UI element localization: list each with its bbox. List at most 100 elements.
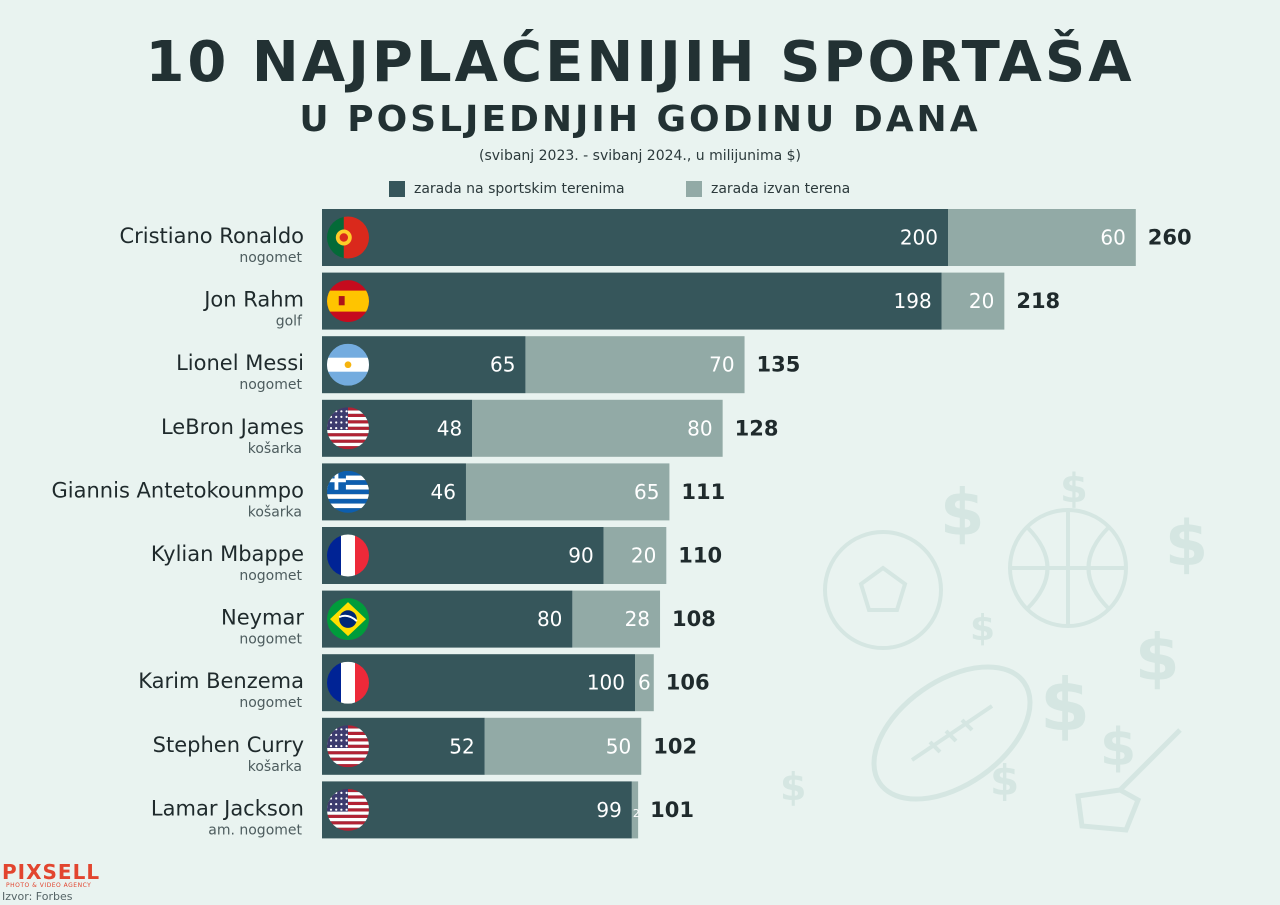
total-label: 111	[681, 480, 725, 504]
pixsell-logo: PIXSELL	[2, 860, 101, 884]
bar-on-field	[322, 209, 948, 266]
svg-text:$: $	[1135, 622, 1180, 696]
total-label: 101	[650, 798, 694, 822]
pixsell-logo-tagline: PHOTO & VIDEO AGENCY	[6, 882, 92, 889]
value-label-off-field: 80	[687, 416, 712, 440]
legend-item-on-field: zarada na sportskim terenima	[389, 181, 625, 197]
flag-usa-icon	[327, 788, 369, 831]
legend-item-off-field: zarada izvan terena	[686, 181, 850, 197]
total-label: 106	[666, 671, 710, 695]
svg-text:$: $	[1040, 663, 1090, 747]
value-label-off-field: 28	[625, 607, 650, 631]
flag-greece-icon	[327, 470, 369, 513]
legend-swatch-on-field	[389, 181, 405, 197]
value-label-off-field: 60	[1100, 226, 1125, 250]
value-label-on-field: 46	[431, 480, 456, 504]
value-label-on-field: 90	[568, 544, 593, 568]
flag-usa-icon	[327, 407, 369, 450]
svg-text:$: $	[1060, 466, 1088, 512]
source-note: Izvor: Forbes	[2, 890, 73, 903]
athlete-name: Neymar	[221, 606, 304, 630]
bar-row: 100 6 106 Karim Benzema nogomet	[138, 654, 710, 712]
athlete-sport: nogomet	[239, 377, 302, 393]
bar-row: 46 65 111 Giannis Antetokounmpo košarka	[52, 463, 725, 521]
value-label-off-field: 65	[634, 480, 659, 504]
flag-usa-icon	[327, 725, 369, 768]
bar-on-field	[322, 272, 942, 330]
total-label: 102	[653, 734, 697, 758]
value-label-on-field: 52	[449, 734, 474, 758]
bar-row: 99 2 101 Lamar Jackson am. nogomet	[151, 781, 694, 839]
flag-france-icon	[327, 534, 369, 577]
bar-row: 52 50 102 Stephen Curry košarka	[153, 717, 697, 775]
value-label-off-field: 6	[638, 671, 651, 695]
svg-text:$: $	[1100, 718, 1136, 778]
flag-france-icon	[327, 661, 369, 704]
value-label-on-field: 65	[490, 353, 515, 377]
value-label-on-field: 100	[587, 671, 625, 695]
svg-text:$: $	[970, 608, 995, 649]
flag-portugal-icon	[327, 216, 369, 259]
total-label: 135	[757, 353, 801, 377]
legend-label-on-field: zarada na sportskim terenima	[414, 181, 625, 197]
svg-text:$: $	[990, 756, 1019, 805]
value-label-off-field: 50	[606, 734, 631, 758]
bar-on-field	[322, 654, 635, 712]
bar-off-field	[572, 590, 661, 648]
athlete-sport: am. nogomet	[208, 822, 302, 838]
athlete-sport: košarka	[248, 441, 302, 457]
bar-off-field	[603, 527, 667, 584]
athlete-name: Kylian Mbappe	[151, 542, 304, 566]
total-label: 108	[672, 607, 716, 631]
chart-units-note: (svibanj 2023. - svibanj 2024., u miliju…	[479, 148, 801, 164]
athlete-sport: golf	[276, 314, 303, 330]
athlete-name: Lionel Messi	[176, 351, 304, 375]
flag-argentina-icon	[327, 343, 369, 386]
athlete-sport: nogomet	[239, 250, 302, 266]
legend-swatch-off-field	[686, 181, 702, 197]
value-label-off-field: 2	[633, 807, 640, 820]
value-label-on-field: 48	[437, 416, 462, 440]
bar-off-field	[635, 654, 654, 712]
bar-on-field	[322, 781, 632, 839]
svg-text:$: $	[780, 765, 806, 809]
total-label: 128	[735, 416, 779, 440]
bar-off-field	[631, 781, 639, 839]
athlete-sport: nogomet	[239, 695, 302, 711]
bar-off-field	[484, 717, 642, 775]
value-label-on-field: 198	[894, 289, 932, 313]
total-label: 260	[1148, 226, 1192, 250]
athlete-name: LeBron James	[161, 415, 304, 439]
bar-row: 200 60 260 Cristiano Ronaldo nogomet	[119, 209, 1192, 266]
flag-spain-icon	[327, 280, 369, 323]
chart-subtitle: U POSLJEDNJIH GODINU DANA	[299, 99, 981, 140]
value-label-on-field: 80	[537, 607, 562, 631]
value-label-off-field: 20	[631, 544, 656, 568]
value-label-on-field: 200	[900, 226, 938, 250]
chart-title: 10 NAJPLAĆENIJIH SPORTAŠA	[145, 30, 1135, 95]
flag-brazil-icon	[327, 598, 369, 641]
bar-off-field	[465, 463, 670, 521]
athlete-sport: nogomet	[239, 568, 302, 584]
bar-off-field	[525, 336, 745, 394]
legend-label-off-field: zarada izvan terena	[711, 181, 851, 197]
total-label: 218	[1016, 289, 1060, 313]
bar-row: 80 28 108 Neymar nogomet	[221, 590, 716, 648]
bar-off-field	[941, 272, 1005, 330]
bar-off-field	[472, 399, 723, 457]
value-label-off-field: 70	[709, 353, 734, 377]
athlete-name: Jon Rahm	[202, 288, 304, 312]
athlete-name: Stephen Curry	[153, 733, 304, 757]
athlete-sport: košarka	[248, 759, 302, 775]
athlete-name: Giannis Antetokounmpo	[52, 478, 304, 502]
bar-off-field	[948, 209, 1136, 266]
total-label: 110	[678, 544, 722, 568]
bar-row: 90 20 110 Kylian Mbappe nogomet	[151, 527, 722, 584]
athlete-sport: nogomet	[239, 632, 302, 648]
athlete-name: Karim Benzema	[138, 669, 304, 693]
value-label-on-field: 99	[596, 798, 621, 822]
athlete-name: Cristiano Ronaldo	[119, 224, 304, 248]
value-label-off-field: 20	[969, 289, 994, 313]
